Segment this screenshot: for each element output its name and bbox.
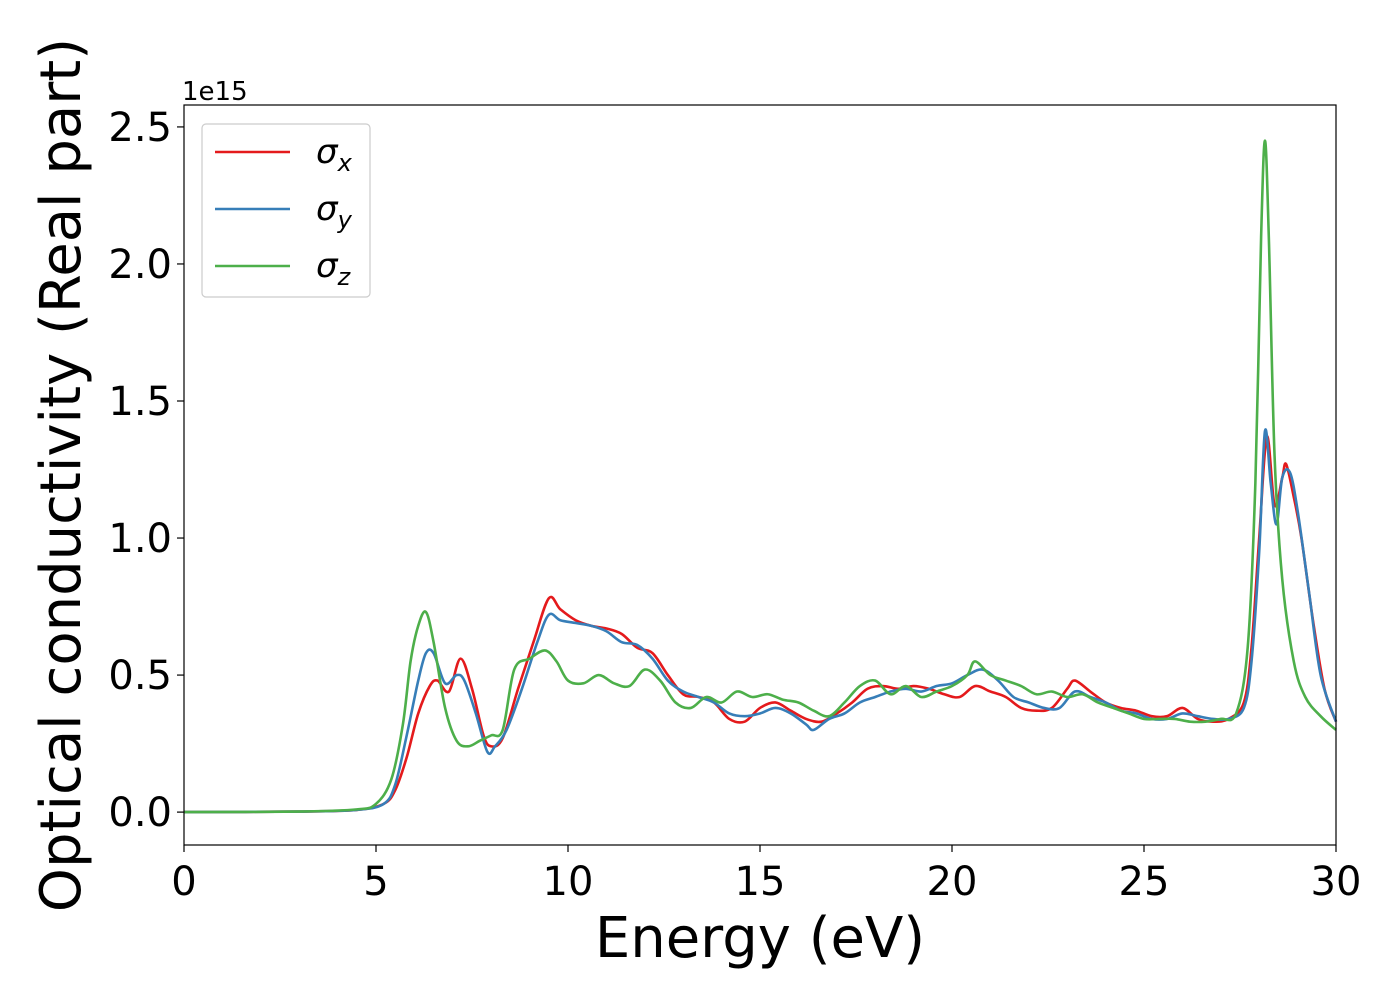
series-layer xyxy=(183,139,1338,814)
legend-label-y: σy xyxy=(316,189,353,234)
legend-entries: σx σy σz xyxy=(215,132,353,291)
y-ticks: 0.0 0.5 1.0 1.5 2.0 2.5 xyxy=(108,105,184,836)
y-tick-label: 1.5 xyxy=(108,379,172,425)
legend-box xyxy=(201,123,371,298)
x-tick-label: 5 xyxy=(363,859,388,905)
legend-label-z: σz xyxy=(316,246,352,291)
y-tick-label: 1.0 xyxy=(108,516,172,562)
y-tick-label: 0.5 xyxy=(108,653,172,699)
x-tick-label: 10 xyxy=(543,859,594,905)
x-tick-label: 25 xyxy=(1119,859,1170,905)
x-ticks: 0 5 10 15 20 25 30 xyxy=(171,845,1361,905)
x-tick-label: 30 xyxy=(1311,859,1362,905)
plot-area xyxy=(184,105,1336,845)
y-tick-label: 2.5 xyxy=(108,105,172,151)
x-tick-label: 15 xyxy=(735,859,786,905)
y-tick-label: 2.0 xyxy=(108,242,172,288)
y-axis-label: Optical conductivity (Real part) xyxy=(29,38,94,912)
x-tick-label: 20 xyxy=(927,859,978,905)
series-line-z xyxy=(183,139,1337,814)
legend: σx σy σz xyxy=(201,123,371,298)
x-tick-label: 0 xyxy=(171,859,196,905)
y-tick-label: 0.0 xyxy=(108,790,172,836)
y-offset-label: 1e15 xyxy=(182,77,248,107)
legend-label-x: σx xyxy=(316,132,353,177)
x-axis-label: Energy (eV) xyxy=(595,906,925,971)
